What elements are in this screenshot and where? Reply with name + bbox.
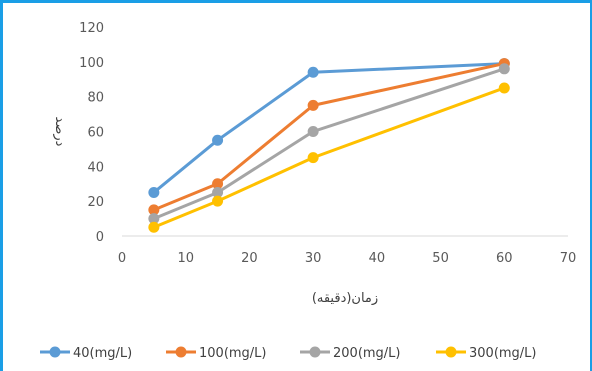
y-tick-label: 0 [96,230,104,245]
x-tick-label: 70 [560,251,577,266]
y-tick-label: 80 [87,91,104,106]
data-point [307,126,319,137]
series-line-2 [153,67,505,220]
chart-legend: 40(mg/L) 100(mg/L) 200(mg/L) 300(mg/L) [40,346,537,361]
legend-label: 200(mg/L) [333,346,401,361]
frame-right-border [590,0,592,371]
y-tick-label: 100 [79,56,104,71]
data-point [148,186,160,198]
legend-marker [445,346,457,358]
x-tick-label: 10 [177,251,194,266]
data-point [148,204,160,216]
y-tick-label: 120 [79,21,104,36]
x-tick-label: 30 [305,251,322,266]
data-point [307,99,319,111]
x-tick-label: 20 [241,251,258,266]
data-point [212,178,224,190]
series-line-1 [153,62,505,212]
series-line-3 [153,86,505,229]
data-point [498,82,510,94]
data-point [212,186,224,198]
y-tick-labels: 0 20 40 60 80 100 120 [79,21,104,245]
x-tick-label: 50 [432,251,449,266]
series-line-0 [152,62,505,194]
y-axis-title: درصد [52,117,67,147]
legend-marker [175,346,187,358]
y-tick-label: 60 [87,126,104,141]
data-point [212,195,224,207]
legend-label: 300(mg/L) [469,346,537,361]
y-tick-label: 40 [87,160,104,175]
frame-top-border [0,0,592,3]
x-tick-label: 60 [496,251,513,266]
data-point [498,63,510,75]
x-axis-title: زمان(دقیقه) [312,291,378,306]
chart-series [148,58,510,233]
data-point [148,221,160,233]
x-tick-label: 40 [369,251,386,266]
legend-label: 100(mg/L) [199,346,267,361]
x-tick-label: 0 [118,251,126,266]
data-point [307,66,319,78]
legend-label: 40(mg/L) [73,346,132,361]
y-tick-label: 20 [87,195,104,210]
data-point [307,152,319,164]
frame-left-border [0,0,3,371]
legend-marker [309,346,321,358]
x-tick-labels: 0 10 20 30 40 50 60 70 [118,251,576,266]
data-point [212,134,224,146]
data-point [148,213,160,225]
legend-marker [49,346,61,358]
